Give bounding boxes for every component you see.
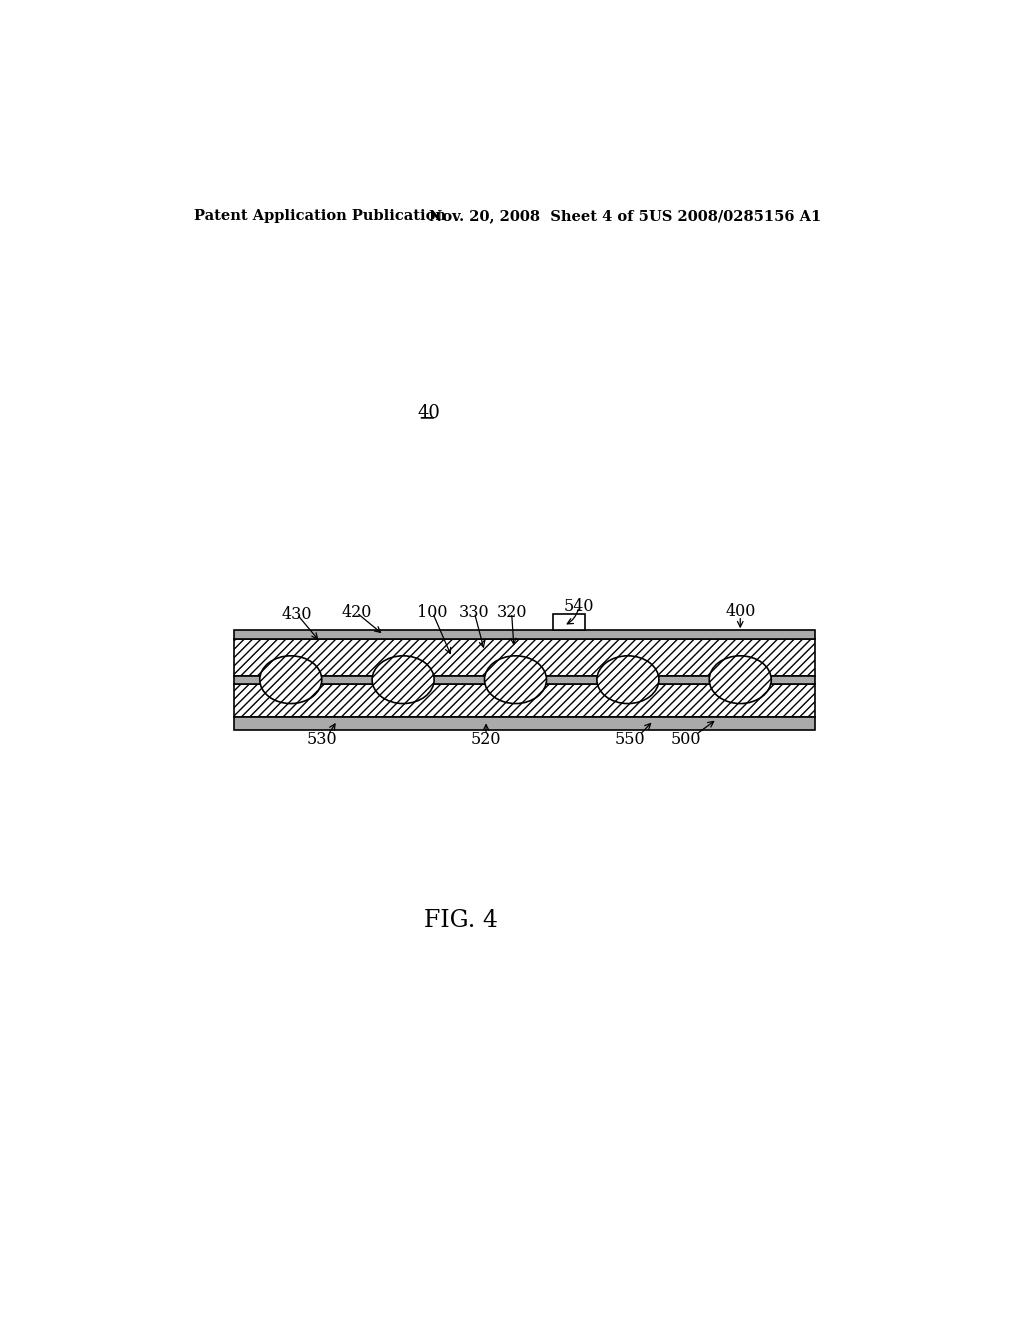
Text: 550: 550 <box>614 731 645 748</box>
Text: US 2008/0285156 A1: US 2008/0285156 A1 <box>649 209 821 223</box>
Ellipse shape <box>372 656 434 704</box>
Text: Nov. 20, 2008  Sheet 4 of 5: Nov. 20, 2008 Sheet 4 of 5 <box>429 209 648 223</box>
Text: 530: 530 <box>306 731 337 748</box>
Bar <box>234 676 815 684</box>
Text: 520: 520 <box>471 731 502 748</box>
Bar <box>553 614 586 630</box>
Text: FIG. 4: FIG. 4 <box>424 909 499 932</box>
Bar <box>234 684 815 718</box>
Text: 500: 500 <box>671 731 701 748</box>
Ellipse shape <box>260 656 322 704</box>
Ellipse shape <box>372 656 434 704</box>
Ellipse shape <box>484 656 547 704</box>
Text: 100: 100 <box>418 605 447 622</box>
Text: 400: 400 <box>725 603 756 619</box>
Text: 330: 330 <box>459 605 489 622</box>
Text: 420: 420 <box>341 605 372 622</box>
Bar <box>234 630 815 639</box>
Ellipse shape <box>710 656 771 704</box>
Text: 540: 540 <box>564 598 594 615</box>
Ellipse shape <box>484 656 547 704</box>
Ellipse shape <box>260 656 322 704</box>
Bar <box>234 639 815 676</box>
Text: 320: 320 <box>497 605 527 622</box>
Ellipse shape <box>597 656 658 704</box>
Text: 430: 430 <box>282 606 312 623</box>
Ellipse shape <box>597 656 658 704</box>
Bar <box>234 718 815 730</box>
Text: 40: 40 <box>417 404 440 421</box>
Text: Patent Application Publication: Patent Application Publication <box>194 209 445 223</box>
Ellipse shape <box>710 656 771 704</box>
